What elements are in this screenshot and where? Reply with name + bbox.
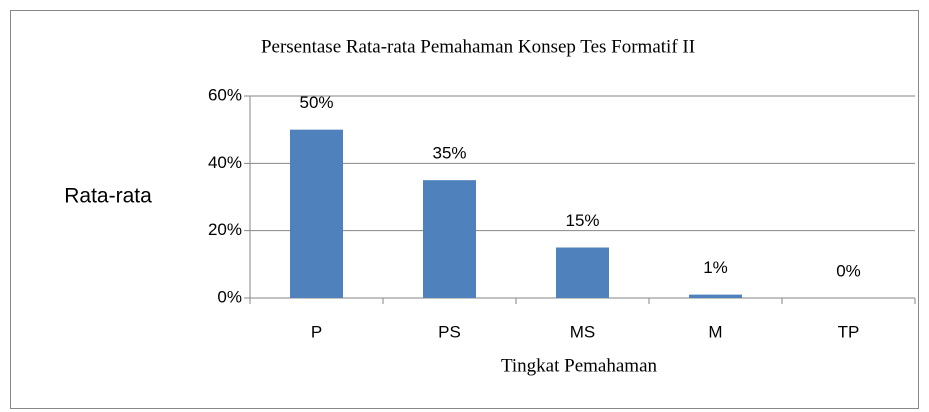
data-label: 35% — [432, 144, 466, 163]
x-tick-label: PS — [438, 322, 461, 341]
x-axis-title: Tingkat Pemahaman — [501, 355, 658, 376]
y-tick-label: 40% — [208, 153, 242, 172]
bar — [689, 294, 742, 298]
bar — [423, 180, 476, 298]
data-label: 50% — [299, 93, 333, 112]
y-axis-title: Rata-rata — [64, 185, 152, 208]
chart-title: Persentase Rata-rata Pemahaman Konsep Te… — [261, 36, 695, 57]
y-tick-label: 20% — [208, 220, 242, 239]
data-label: 15% — [565, 211, 599, 230]
bar — [290, 129, 343, 298]
y-tick-label: 60% — [208, 85, 242, 104]
x-tick-label: MS — [570, 322, 596, 341]
data-label: 1% — [703, 258, 728, 277]
x-tick-label: TP — [838, 322, 860, 341]
x-tick-label: P — [311, 322, 322, 341]
bar — [556, 247, 609, 298]
y-tick-label: 0% — [217, 287, 242, 306]
data-label: 0% — [836, 261, 861, 280]
x-tick-label: M — [708, 322, 722, 341]
